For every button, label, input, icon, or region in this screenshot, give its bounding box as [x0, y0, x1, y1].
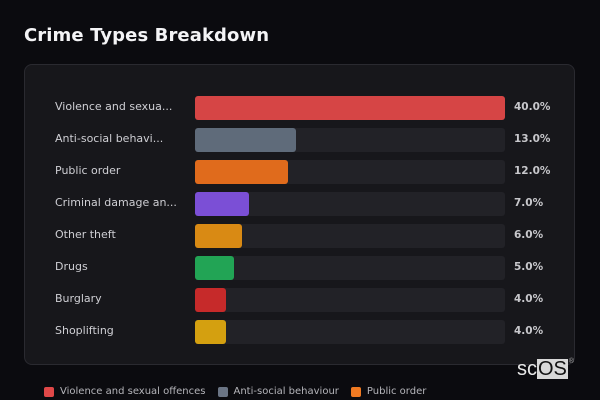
bar-value: 13.0% — [514, 133, 551, 145]
legend-item[interactable]: Anti-social behaviour — [217, 386, 339, 397]
bar-track — [195, 160, 505, 184]
bar-row: Public order 12.0% — [25, 160, 574, 184]
bar-value: 4.0% — [514, 325, 544, 337]
registered-icon: ® — [568, 358, 575, 365]
legend-label: Anti-social behaviour — [233, 386, 339, 397]
bar-track — [195, 224, 505, 248]
bar-row: Burglary 4.0% — [25, 288, 574, 312]
bar-fill[interactable] — [195, 160, 288, 184]
bar-track — [195, 128, 505, 152]
bar-fill[interactable] — [195, 224, 242, 248]
chart-card: Violence and sexua... 40.0% Anti-social be… — [24, 64, 575, 365]
legend-item[interactable]: Public order — [350, 386, 427, 397]
bar-row: Shoplifting 4.0% — [25, 320, 574, 344]
legend-label: Violence and sexual offences — [60, 386, 206, 397]
bar-label: Public order — [55, 164, 121, 177]
watermark-text-left: sc — [517, 358, 537, 380]
bar-label: Anti-social behavi... — [55, 132, 164, 145]
bar-row: Drugs 5.0% — [25, 256, 574, 280]
legend-swatch-icon — [44, 386, 54, 397]
bar-track — [195, 192, 505, 216]
legend: Violence and sexual offences Anti-social … — [44, 386, 426, 397]
bar-track — [195, 320, 505, 344]
chart-title: Crime Types Breakdown — [24, 25, 270, 46]
watermark-text-right: OS — [537, 358, 568, 380]
bar-label: Shoplifting — [55, 324, 114, 337]
bar-value: 40.0% — [514, 101, 551, 113]
bar-row: Other theft 6.0% — [25, 224, 574, 248]
bar-fill[interactable] — [195, 288, 226, 312]
bar-value: 7.0% — [514, 197, 544, 209]
legend-item[interactable]: Violence and sexual offences — [44, 386, 206, 397]
legend-label: Public order — [366, 386, 427, 397]
bar-value: 6.0% — [514, 229, 544, 241]
bar-value: 4.0% — [514, 293, 544, 305]
bar-track — [195, 96, 505, 120]
bar-fill[interactable] — [195, 96, 505, 120]
bar-track — [195, 288, 505, 312]
legend-swatch-icon — [217, 386, 228, 397]
bar-fill[interactable] — [195, 256, 234, 280]
bar-track — [195, 256, 505, 280]
bar-row: Violence and sexua... 40.0% — [25, 96, 574, 120]
legend-swatch-icon — [350, 386, 361, 397]
bar-fill[interactable] — [195, 192, 250, 216]
bar-row: Criminal damage an... 7.0% — [25, 192, 574, 216]
bar-label: Burglary — [55, 292, 102, 305]
bar-fill[interactable] — [195, 320, 226, 344]
bar-fill[interactable] — [195, 128, 296, 152]
bar-row: Anti-social behavi... 13.0% — [25, 128, 574, 152]
bar-value: 12.0% — [514, 165, 551, 177]
bar-value: 5.0% — [514, 261, 544, 273]
bar-label: Other theft — [55, 228, 116, 241]
bar-label: Criminal damage an... — [55, 196, 177, 209]
bar-label: Violence and sexua... — [55, 100, 173, 113]
watermark-logo: sc OS ® — [517, 358, 574, 381]
bar-label: Drugs — [55, 260, 88, 273]
